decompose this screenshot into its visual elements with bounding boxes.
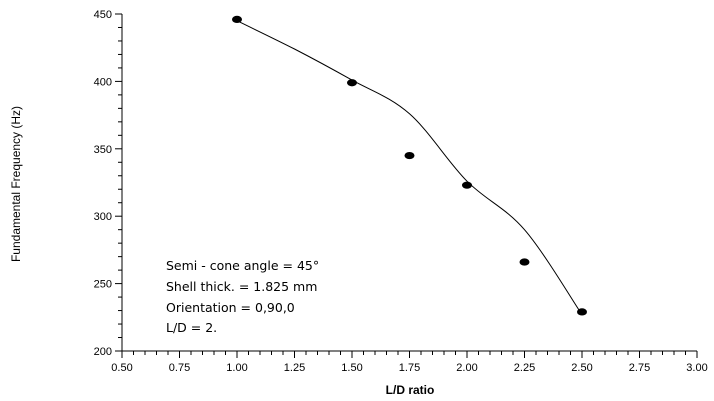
x-tick-label: 1.75 [399,362,420,374]
annotation-box: Semi - cone angle = 45° Shell thick. = 1… [166,258,319,335]
y-tick-label: 450 [94,9,112,21]
x-tick-label: 1.50 [341,362,362,374]
x-axis-title: L/D ratio [386,383,435,397]
annotation-ld: L/D = 2. [166,320,217,335]
annotation-cone-angle: Semi - cone angle = 45° [166,258,319,273]
x-tick-label: 2.25 [514,362,535,374]
y-tick-label: 300 [94,211,112,223]
x-ticks: 0.50 0.75 1.00 1.25 1.50 1.75 2.00 2.25 2.50 2.75… [111,351,708,374]
annotation-shell-thickness: Shell thick. = 1.825 mm [166,279,317,294]
y-tick-label: 400 [94,76,112,88]
x-tick-label: 0.50 [111,362,132,374]
x-tick-label: 3.00 [686,362,707,374]
annotation-orientation: Orientation = 0,90,0 [166,300,295,315]
data-point [232,15,242,23]
x-tick-label: 2.75 [629,362,650,374]
y-ticks: 200 250 300 350 400 450 [94,9,122,358]
x-tick-label: 1.00 [226,362,247,374]
data-point [577,308,587,316]
y-axis-title: Fundamental Frequency (Hz) [9,106,23,262]
y-tick-label: 250 [94,279,112,291]
fit-curve [236,20,583,315]
data-points [232,15,587,316]
x-tick-label: 1.25 [284,362,305,374]
data-point [462,181,472,189]
x-tick-label: 0.75 [169,362,190,374]
x-tick-label: 2.50 [571,362,592,374]
data-point [347,79,357,87]
data-point [519,258,530,266]
x-tick-label: 2.00 [456,362,477,374]
data-point [404,151,415,160]
y-tick-label: 350 [94,144,112,156]
y-tick-label: 200 [94,346,112,358]
